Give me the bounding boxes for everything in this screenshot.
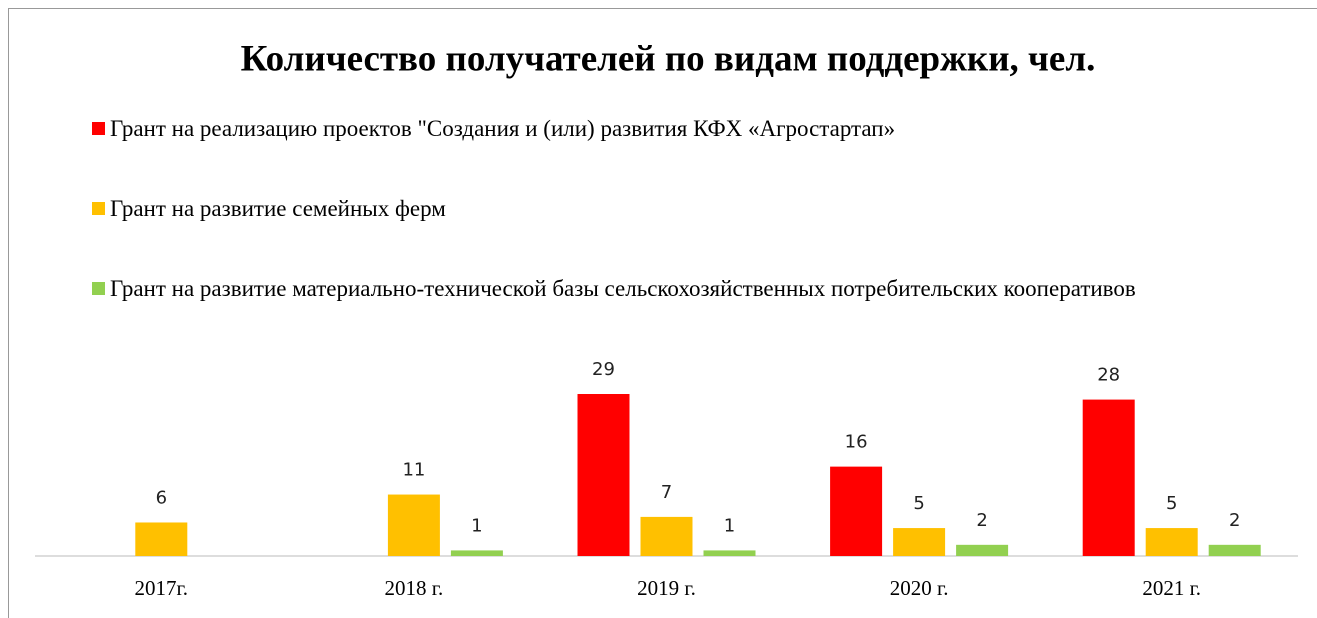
bar <box>1145 528 1198 556</box>
x-tick-label: 2021 г. <box>1142 576 1201 600</box>
bar <box>135 522 188 556</box>
data-label: 1 <box>724 515 735 536</box>
x-tick-label: 2018 г. <box>385 576 444 600</box>
legend-label: Грант на развитие семейных ферм <box>110 196 446 221</box>
bar <box>703 550 756 556</box>
legend-item: Грант на развитие семейных ферм <box>92 192 1257 225</box>
bar <box>893 528 946 556</box>
data-label: 1 <box>471 515 482 536</box>
data-label: 7 <box>661 482 672 503</box>
legend-label: Грант на реализацию проектов "Создания и… <box>110 116 896 141</box>
legend-label: Грант на развитие материально-техническо… <box>110 276 1136 301</box>
legend-swatch <box>92 202 105 215</box>
legend: Грант на реализацию проектов "Создания и… <box>92 112 1257 352</box>
bar <box>1082 399 1135 556</box>
chart-frame <box>8 8 1317 618</box>
data-label: 11 <box>402 460 425 481</box>
data-label: 5 <box>913 493 924 514</box>
data-label: 6 <box>156 487 167 508</box>
data-label: 2 <box>976 510 987 531</box>
data-label: 28 <box>1097 365 1120 386</box>
legend-swatch <box>92 282 105 295</box>
bar <box>387 494 440 556</box>
data-label: 2 <box>1229 510 1240 531</box>
legend-item: Грант на развитие материально-техническо… <box>92 272 1257 305</box>
bar <box>450 550 503 556</box>
x-tick-label: 2019 г. <box>637 576 696 600</box>
x-tick-label: 2017г. <box>135 576 189 600</box>
data-label: 16 <box>845 432 868 453</box>
legend-swatch <box>92 122 105 135</box>
chart-title: Количество получателей по видам поддержк… <box>241 38 1096 79</box>
data-label: 29 <box>592 359 615 380</box>
bar <box>1208 544 1261 556</box>
x-tick-label: 2020 г. <box>890 576 949 600</box>
bar <box>830 466 883 556</box>
data-label: 5 <box>1166 493 1177 514</box>
bar <box>577 394 630 556</box>
bar <box>640 516 693 556</box>
legend-item: Грант на реализацию проектов "Создания и… <box>92 112 1257 145</box>
bar <box>956 544 1009 556</box>
